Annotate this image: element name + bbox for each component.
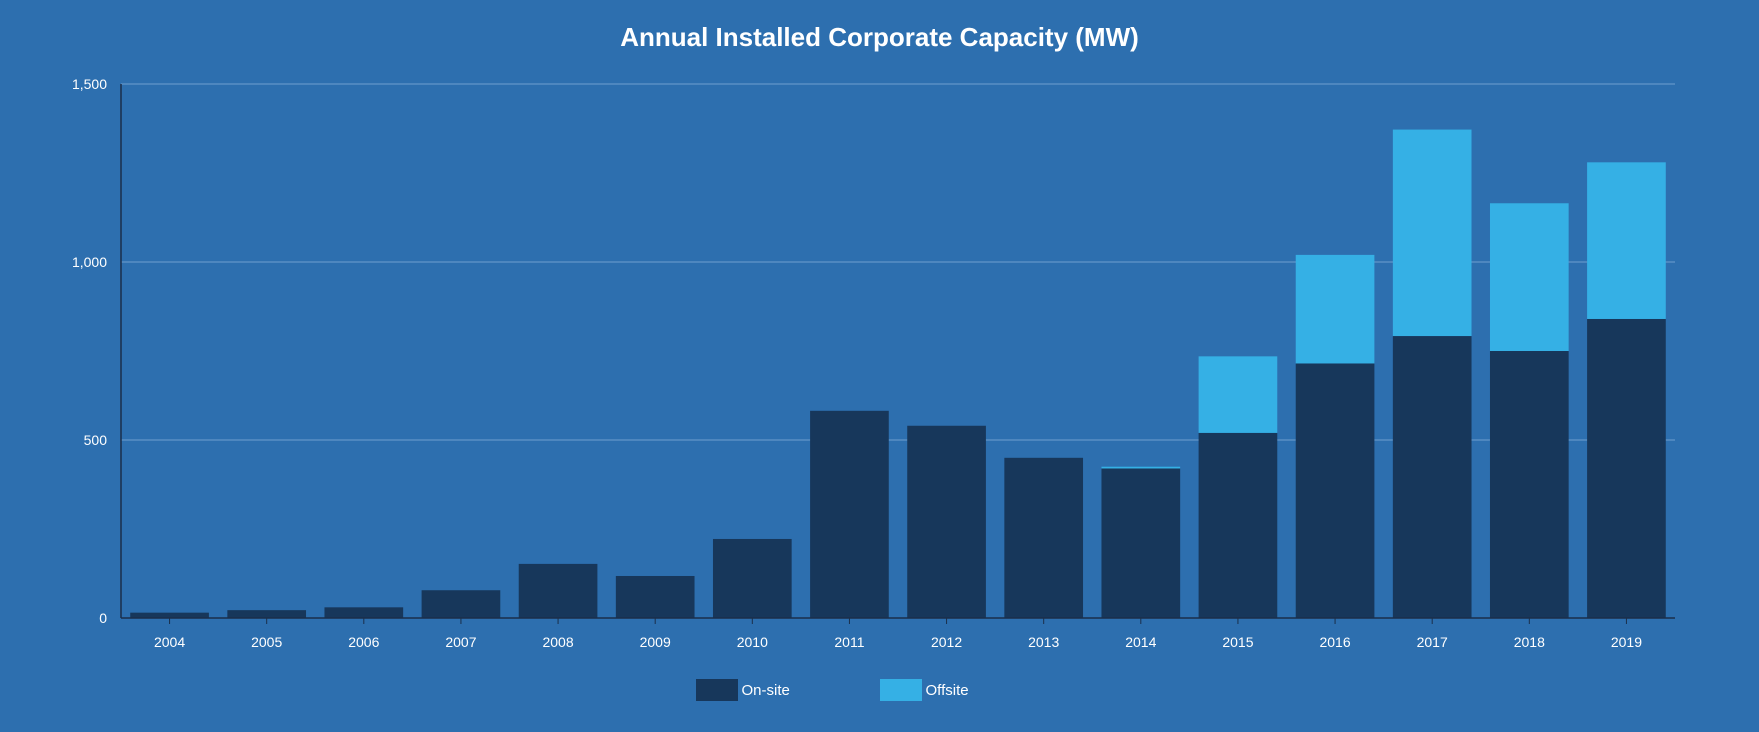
bar-offsite-2017 xyxy=(1392,129,1472,337)
y-tick-label-1000: 1,000 xyxy=(72,254,107,270)
bar-onsite-2019 xyxy=(1587,318,1666,618)
bar-offsite-2015 xyxy=(1198,356,1278,433)
legend-label-onsite: On-site xyxy=(741,681,790,699)
bar-onsite-2004 xyxy=(130,612,209,618)
bar-offsite-2014 xyxy=(1101,466,1181,469)
bar-onsite-2007 xyxy=(421,590,501,618)
legend-item-offsite[interactable]: Offsite xyxy=(879,679,1064,701)
x-tick-label-2019: 2019 xyxy=(1611,634,1642,650)
bar-onsite-2013 xyxy=(1004,457,1084,618)
bar-onsite-2018 xyxy=(1489,351,1569,618)
x-tick-label-2014: 2014 xyxy=(1125,634,1156,650)
legend-label-offsite: Offsite xyxy=(925,681,969,699)
bar-onsite-2011 xyxy=(810,410,889,618)
x-tick-label-2017: 2017 xyxy=(1417,634,1448,650)
y-tick-label-0: 0 xyxy=(99,610,107,626)
chart-legend: On-site Offsite xyxy=(0,679,1759,701)
y-tick-label-500: 500 xyxy=(84,432,108,448)
bar-onsite-2016 xyxy=(1295,363,1375,618)
x-tick-label-2011: 2011 xyxy=(834,634,864,650)
x-tick-label-2018: 2018 xyxy=(1514,634,1545,650)
x-tick-label-2013: 2013 xyxy=(1028,634,1059,650)
x-tick-label-2009: 2009 xyxy=(640,634,671,650)
bar-onsite-2005 xyxy=(227,610,307,618)
bar-onsite-2006 xyxy=(324,607,404,618)
x-tick-label-2016: 2016 xyxy=(1319,634,1350,650)
chart-title: Annual Installed Corporate Capacity (MW) xyxy=(620,22,1139,52)
bar-onsite-2015 xyxy=(1198,432,1278,618)
x-tick-label-2005: 2005 xyxy=(251,634,282,650)
x-tick-label-2006: 2006 xyxy=(348,634,379,650)
bar-onsite-2008 xyxy=(518,563,598,618)
x-tick-label-2015: 2015 xyxy=(1222,634,1253,650)
bar-offsite-2016 xyxy=(1295,254,1375,364)
bar-onsite-2010 xyxy=(712,538,792,618)
legend-item-onsite[interactable]: On-site xyxy=(695,679,880,701)
y-tick-label-1500: 1,500 xyxy=(72,76,107,92)
x-tick-label-2008: 2008 xyxy=(542,634,573,650)
bar-onsite-2017 xyxy=(1392,336,1472,618)
x-tick-label-2012: 2012 xyxy=(931,634,962,650)
bar-onsite-2012 xyxy=(907,425,986,618)
bar-onsite-2014 xyxy=(1101,468,1181,618)
x-tick-label-2004: 2004 xyxy=(154,634,185,650)
bar-offsite-2018 xyxy=(1489,203,1569,351)
x-tick-label-2010: 2010 xyxy=(737,634,768,650)
legend-swatch-offsite xyxy=(879,679,922,701)
x-tick-label-2007: 2007 xyxy=(445,634,476,650)
bar-onsite-2009 xyxy=(615,575,695,618)
legend-swatch-onsite xyxy=(695,679,738,701)
bar-offsite-2019 xyxy=(1587,162,1666,319)
